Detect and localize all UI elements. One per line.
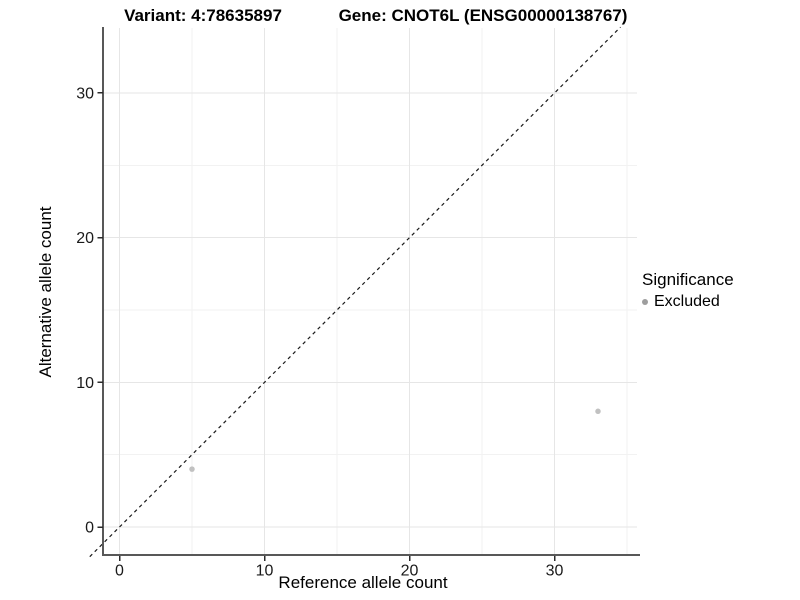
y-tick-label: 20 [76, 230, 94, 247]
data-point [189, 466, 195, 472]
x-tick-label: 20 [401, 563, 419, 580]
y-tick-label: 30 [76, 85, 94, 102]
legend-item-label: Excluded [654, 293, 720, 310]
y-axis-title: Alternative allele count [36, 206, 55, 378]
plot-title-variant: Variant: 4:78635897 [124, 6, 282, 25]
legend-title: Significance [642, 270, 734, 289]
legend-item-excluded: Excluded [642, 293, 734, 311]
y-tick-label: 10 [76, 375, 94, 392]
identity-dashed-line [89, 26, 621, 558]
legend-key-dot-icon [642, 299, 648, 305]
x-tick-label: 10 [256, 563, 274, 580]
legend: Significance Excluded [642, 270, 734, 311]
y-tick-label: 0 [85, 520, 94, 537]
plot-title-gene: Gene: CNOT6L (ENSG00000138767) [338, 6, 628, 25]
x-tick-label: 30 [546, 563, 564, 580]
x-axis-title: Reference allele count [278, 573, 448, 592]
data-point [595, 408, 601, 415]
x-tick-label: 0 [115, 563, 124, 580]
